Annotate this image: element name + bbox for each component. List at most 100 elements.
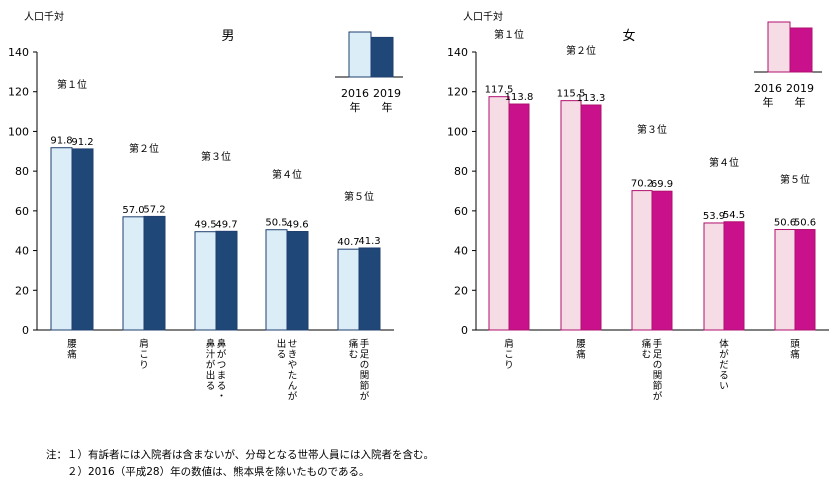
data-label: 91.2 xyxy=(71,137,93,148)
bar-2016 xyxy=(337,248,360,331)
bar-2016 xyxy=(560,100,582,331)
rank-label: 第４位 xyxy=(272,168,302,181)
data-label: 49.6 xyxy=(286,220,308,231)
legend-label-year: 2016 xyxy=(754,82,782,95)
legend-label-year: 2019 xyxy=(786,82,814,95)
category-label-char: ん xyxy=(288,381,298,392)
bar-2016 xyxy=(488,96,510,331)
category-label-char: が xyxy=(719,349,729,361)
category-label-char: 痛 xyxy=(576,349,586,361)
y-tick-label: 20 xyxy=(15,284,29,297)
category-label-char: が xyxy=(288,391,298,403)
category-label-char: り xyxy=(139,360,149,371)
data-label: 49.5 xyxy=(194,220,216,231)
rank-label: 第２位 xyxy=(566,44,596,57)
bar-2019 xyxy=(651,190,673,331)
data-label: 50.6 xyxy=(774,218,796,229)
category-label-char: 肩 xyxy=(504,338,514,350)
y-tick-label: 60 xyxy=(15,205,29,218)
category-label-char: が xyxy=(360,391,370,403)
y-tick-label: 120 xyxy=(447,86,468,99)
category-label-char: が xyxy=(217,349,227,361)
y-tick-label: 20 xyxy=(454,284,468,297)
category-label-char: 頭 xyxy=(790,339,800,350)
category-label-char: 痛 xyxy=(67,349,77,361)
y-axis-unit-label: 人口千対 xyxy=(463,10,503,23)
legend-label-suffix: 年 xyxy=(350,100,361,114)
category-label-char: 肩 xyxy=(139,338,149,350)
bar-2019 xyxy=(794,229,816,331)
category-label-char: が xyxy=(653,391,663,403)
data-label: 57.0 xyxy=(122,205,144,216)
data-label: 117.5 xyxy=(485,85,514,96)
data-label: 69.9 xyxy=(651,179,673,190)
category-label-char: た xyxy=(288,371,298,382)
category-label-char: む xyxy=(349,350,359,361)
rank-label: 第１位 xyxy=(494,28,524,41)
category-label-char: の xyxy=(653,360,663,371)
data-label: 40.7 xyxy=(337,237,359,248)
y-tick-label: 140 xyxy=(8,46,29,59)
bar-2019 xyxy=(580,104,602,331)
rank-label: 第３位 xyxy=(201,150,231,163)
panel-title: 女 xyxy=(622,28,635,44)
category-label-char: る xyxy=(719,371,729,382)
bar-2019 xyxy=(508,103,530,331)
bar-2016 xyxy=(50,147,73,331)
category-label-char: 足 xyxy=(653,350,663,361)
category-label-char: こ xyxy=(504,350,514,361)
y-tick-label: 100 xyxy=(8,125,29,138)
category-label-char: 腰 xyxy=(67,339,77,350)
data-label: 41.3 xyxy=(358,236,380,247)
category-label-char: 痛 xyxy=(349,338,359,350)
bar-2016 xyxy=(265,229,288,331)
bar-2016 xyxy=(774,229,796,331)
legend-swatch-2016 xyxy=(348,31,372,78)
category-label-char: ・ xyxy=(217,392,227,403)
category-label-char: 体 xyxy=(719,338,729,350)
legend-swatch-2019 xyxy=(370,36,394,78)
category-label-char: 手 xyxy=(653,338,663,350)
category-label-char: ま xyxy=(217,371,227,382)
legend-label-suffix: 年 xyxy=(763,95,774,109)
data-label: 57.2 xyxy=(143,204,165,215)
bar-2016 xyxy=(194,231,217,331)
category-label-char: 関 xyxy=(360,371,370,382)
category-label-char: 痛 xyxy=(642,338,652,350)
data-label: 113.8 xyxy=(505,92,534,103)
panel-title: 男 xyxy=(221,29,234,44)
bar-2019 xyxy=(143,215,166,331)
category-label-char: い xyxy=(719,381,729,392)
category-label-char: き xyxy=(288,350,298,361)
category-label-char: む xyxy=(642,350,652,361)
data-label: 70.2 xyxy=(631,179,653,190)
rank-label: 第４位 xyxy=(709,156,739,169)
category-label-char: り xyxy=(504,360,514,371)
category-label-char: 鼻 xyxy=(217,338,227,350)
y-tick-label: 100 xyxy=(447,125,468,138)
data-label: 115.5 xyxy=(557,89,586,100)
y-tick-label: 120 xyxy=(8,86,29,99)
bar-2019 xyxy=(286,231,309,331)
category-label-char: 汁 xyxy=(206,349,216,361)
rank-label: 第３位 xyxy=(637,123,667,136)
category-label-char: 出 xyxy=(277,338,287,350)
data-label: 54.5 xyxy=(723,210,745,221)
rank-label: 第１位 xyxy=(57,78,87,91)
category-label-char: が xyxy=(206,359,216,371)
y-tick-label: 40 xyxy=(15,245,29,258)
data-label: 49.7 xyxy=(215,219,237,230)
bar-2019 xyxy=(215,230,238,331)
category-label-char: 腰 xyxy=(576,339,586,350)
legend-swatch-2016 xyxy=(767,21,791,73)
category-label-char: 関 xyxy=(653,371,663,382)
bar-2019 xyxy=(358,247,381,331)
legend-label-suffix: 年 xyxy=(382,100,393,114)
y-tick-label: 40 xyxy=(454,245,468,258)
chart-panel-1: 020406080100120140人口千対男91.891.2第１位腰痛57.0… xyxy=(8,10,403,403)
category-label-char: 足 xyxy=(360,350,370,361)
footnote-1: 注：１）有訴者には入院者は含まないが、分母となる世帯人員には入院者を含む。 xyxy=(46,449,434,461)
bar-2016 xyxy=(703,222,725,331)
